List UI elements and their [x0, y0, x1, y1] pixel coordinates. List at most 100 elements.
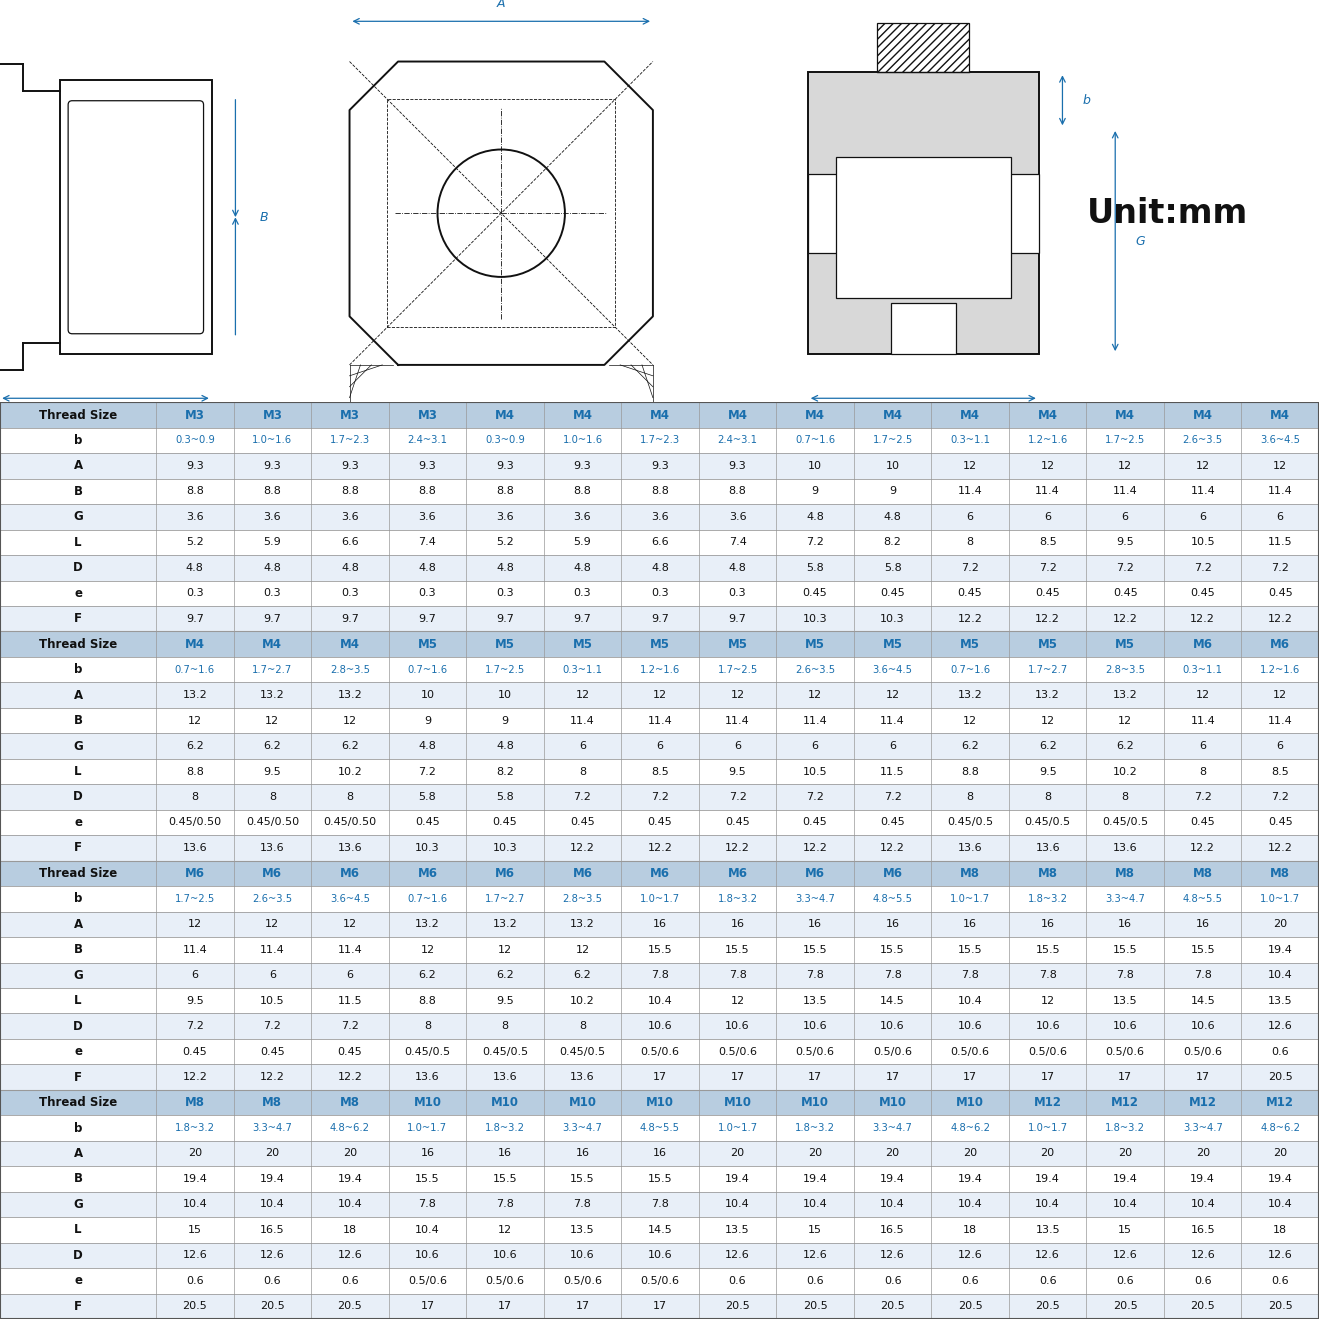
Text: F: F [74, 1071, 82, 1084]
Text: 10.4: 10.4 [1190, 1199, 1215, 1210]
Text: 8.8: 8.8 [574, 487, 591, 496]
Text: 8: 8 [579, 1021, 586, 1031]
Text: 9: 9 [423, 716, 431, 725]
Text: 11.5: 11.5 [880, 766, 905, 777]
Text: 10.4: 10.4 [338, 1199, 363, 1210]
Text: 0.5/0.6: 0.5/0.6 [1105, 1047, 1145, 1057]
Text: 1.0~1.7: 1.0~1.7 [718, 1122, 757, 1133]
Text: 1.7~2.7: 1.7~2.7 [252, 665, 293, 674]
Text: 10.6: 10.6 [1113, 1021, 1137, 1031]
Text: M8: M8 [1192, 867, 1212, 880]
Bar [0, 835, 1319, 860]
Text: 20.5: 20.5 [1268, 1302, 1293, 1311]
Text: M5: M5 [495, 637, 514, 650]
Text: 6.2: 6.2 [496, 971, 514, 980]
Text: M8: M8 [185, 1096, 204, 1109]
Text: 7.2: 7.2 [418, 766, 437, 777]
Text: 13.6: 13.6 [338, 843, 363, 853]
Text: 1.2~1.6: 1.2~1.6 [1028, 435, 1068, 446]
Bar [0, 785, 1319, 810]
Text: 15.5: 15.5 [415, 1174, 439, 1184]
Text: M4: M4 [572, 409, 592, 422]
Text: 4.8: 4.8 [186, 563, 203, 572]
Text: 17: 17 [731, 1072, 745, 1082]
Text: 8.8: 8.8 [652, 487, 669, 496]
Text: 10: 10 [421, 690, 434, 700]
Text: M6: M6 [495, 867, 514, 880]
Text: 15.5: 15.5 [1190, 944, 1215, 955]
Text: 1.8~3.2: 1.8~3.2 [718, 894, 757, 904]
Text: 7.2: 7.2 [884, 791, 901, 802]
Text: M4: M4 [882, 409, 902, 422]
Text: 9.5: 9.5 [186, 996, 203, 1005]
Text: 12: 12 [575, 944, 590, 955]
Text: 1.7~2.5: 1.7~2.5 [718, 665, 757, 674]
Text: M10: M10 [801, 1096, 830, 1109]
Text: 8.2: 8.2 [496, 766, 514, 777]
Text: 5.2: 5.2 [186, 537, 203, 547]
Text: 7.8: 7.8 [1038, 971, 1057, 980]
Text: L: L [74, 765, 82, 778]
Text: Thread Size: Thread Size [38, 409, 117, 422]
Text: 11.4: 11.4 [880, 716, 905, 725]
Text: G: G [73, 740, 83, 753]
Text: b: b [1083, 94, 1089, 107]
Text: 8.5: 8.5 [652, 766, 669, 777]
Text: 0.45/0.50: 0.45/0.50 [245, 818, 299, 827]
Text: 7.2: 7.2 [1194, 791, 1212, 802]
Text: 6: 6 [191, 971, 198, 980]
Bar [0, 1039, 1319, 1064]
Text: M10: M10 [878, 1096, 906, 1109]
Text: 10.4: 10.4 [648, 996, 673, 1005]
Text: 11.4: 11.4 [725, 716, 751, 725]
Text: 19.4: 19.4 [1035, 1174, 1060, 1184]
Text: 11.4: 11.4 [1268, 487, 1293, 496]
Text: 12: 12 [1273, 460, 1287, 471]
Text: 6: 6 [1199, 741, 1206, 751]
Text: 1.0~1.6: 1.0~1.6 [252, 435, 293, 446]
Text: 20.5: 20.5 [1035, 1302, 1060, 1311]
Text: 8.5: 8.5 [1039, 537, 1057, 547]
Text: 0.45/0.5: 0.45/0.5 [481, 1047, 528, 1057]
Text: 9.3: 9.3 [728, 460, 747, 471]
Text: 19.4: 19.4 [1268, 944, 1293, 955]
Bar [0, 911, 1319, 936]
Text: 17: 17 [497, 1302, 512, 1311]
Bar [0, 936, 1319, 963]
Text: 10.4: 10.4 [958, 1199, 983, 1210]
Text: 12.6: 12.6 [958, 1250, 983, 1261]
Text: 0.6: 0.6 [728, 1275, 747, 1286]
Text: M10: M10 [568, 1096, 596, 1109]
Text: 2.8~3.5: 2.8~3.5 [562, 894, 603, 904]
Text: 4.8~5.5: 4.8~5.5 [873, 894, 913, 904]
Text: 1.8~3.2: 1.8~3.2 [175, 1122, 215, 1133]
Text: 4.8: 4.8 [418, 563, 437, 572]
Bar [807, 174, 859, 253]
Text: M4: M4 [1192, 409, 1212, 422]
Text: 19.4: 19.4 [182, 1174, 207, 1184]
Text: 7.2: 7.2 [962, 563, 979, 572]
Text: 15.5: 15.5 [803, 944, 827, 955]
Text: 3.6: 3.6 [342, 512, 359, 522]
Text: M6: M6 [340, 867, 360, 880]
Text: 8: 8 [579, 766, 586, 777]
Text: 12.2: 12.2 [803, 843, 827, 853]
Text: A: A [74, 1148, 83, 1159]
Text: 10.6: 10.6 [803, 1021, 827, 1031]
Text: 0.6: 0.6 [186, 1275, 203, 1286]
Text: 20: 20 [1195, 1149, 1210, 1158]
Text: 0.45: 0.45 [1113, 588, 1137, 599]
Text: 0.45: 0.45 [880, 588, 905, 599]
Text: 0.45/0.5: 0.45/0.5 [1025, 818, 1071, 827]
Text: 9: 9 [811, 487, 819, 496]
Text: 9.5: 9.5 [728, 766, 747, 777]
Text: 9.7: 9.7 [574, 613, 591, 624]
Text: 19.4: 19.4 [1190, 1174, 1215, 1184]
Text: 0.45: 0.45 [803, 588, 827, 599]
Text: M8: M8 [262, 1096, 282, 1109]
Text: 8.8: 8.8 [728, 487, 747, 496]
Text: 0.5/0.6: 0.5/0.6 [485, 1275, 525, 1286]
Text: 6.6: 6.6 [342, 537, 359, 547]
Bar [0, 1116, 1319, 1141]
Text: 13.6: 13.6 [1035, 843, 1060, 853]
